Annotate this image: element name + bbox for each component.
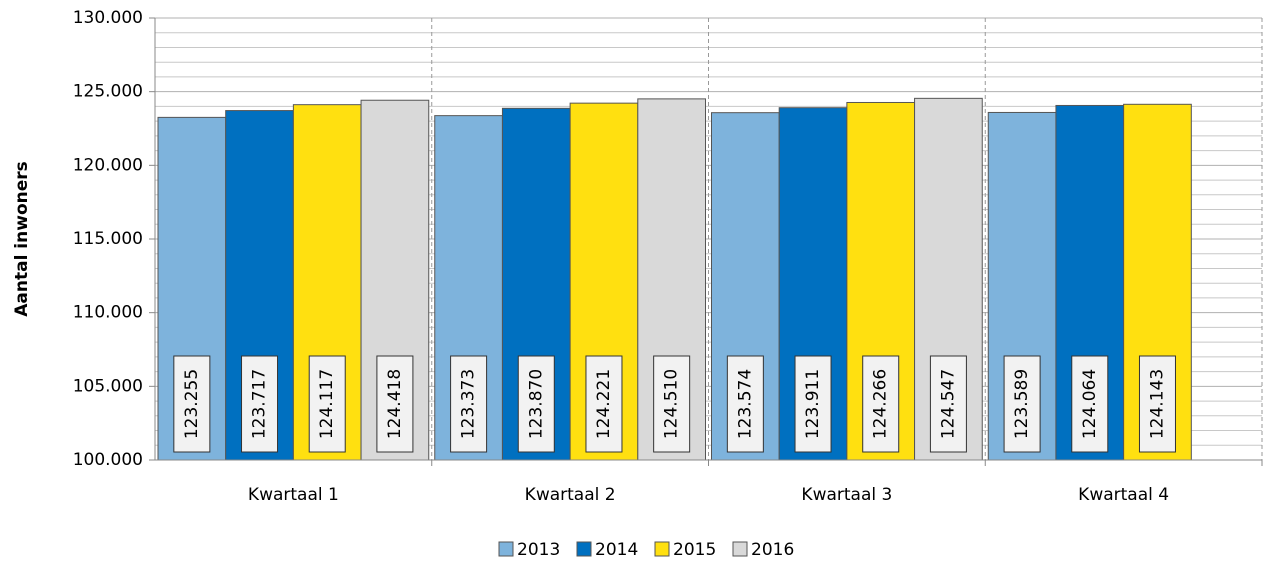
data-label: 124.418 xyxy=(385,369,405,439)
y-tick-label: 125.000 xyxy=(73,82,143,102)
data-label: 124.117 xyxy=(317,369,337,439)
data-label-box xyxy=(241,355,279,453)
data-label: 124.547 xyxy=(938,369,958,439)
data-label-box xyxy=(450,355,488,453)
x-tick-label: Kwartaal 4 xyxy=(1078,485,1169,505)
legend-swatch xyxy=(732,541,748,557)
data-label: 123.911 xyxy=(803,369,823,439)
data-label: 124.221 xyxy=(594,369,614,439)
data-label: 123.589 xyxy=(1012,369,1032,439)
legend-swatch xyxy=(498,541,514,557)
data-label-box xyxy=(1071,355,1109,453)
legend-swatch xyxy=(576,541,592,557)
legend-swatch xyxy=(654,541,670,557)
data-label: 123.717 xyxy=(250,369,270,439)
data-label: 124.064 xyxy=(1080,369,1100,439)
y-tick-label: 100.000 xyxy=(73,450,143,470)
x-tick-label: Kwartaal 3 xyxy=(801,485,892,505)
data-label-box xyxy=(1003,355,1041,453)
data-label-box xyxy=(862,355,900,453)
data-label: 124.143 xyxy=(1147,369,1167,439)
data-label-box xyxy=(376,355,414,453)
data-label-box xyxy=(585,355,623,453)
legend-label: 2016 xyxy=(751,540,794,560)
x-tick-label: Kwartaal 1 xyxy=(248,485,339,505)
y-tick-label: 130.000 xyxy=(73,8,143,28)
data-label-box xyxy=(794,355,832,453)
data-label: 123.255 xyxy=(182,369,202,439)
y-axis-label: Aantal inwoners xyxy=(12,161,32,317)
y-tick-label: 105.000 xyxy=(73,376,143,396)
data-label-box xyxy=(173,355,211,453)
data-label: 123.373 xyxy=(459,369,479,439)
y-tick-label: 115.000 xyxy=(73,229,143,249)
x-tick-label: Kwartaal 2 xyxy=(525,485,616,505)
data-label: 123.574 xyxy=(735,369,755,439)
data-label-box xyxy=(726,355,764,453)
data-label-box xyxy=(308,355,346,453)
data-label: 124.510 xyxy=(662,369,682,439)
y-tick-label: 110.000 xyxy=(73,303,143,323)
legend-label: 2013 xyxy=(517,540,560,560)
data-label-box xyxy=(653,355,691,453)
legend-label: 2014 xyxy=(595,540,638,560)
data-label: 123.870 xyxy=(526,369,546,439)
legend-label: 2015 xyxy=(673,540,716,560)
data-label-box xyxy=(1138,355,1176,453)
data-label-box xyxy=(929,355,967,453)
data-label: 124.266 xyxy=(871,369,891,439)
data-label-box xyxy=(517,355,555,453)
y-tick-label: 120.000 xyxy=(73,155,143,175)
